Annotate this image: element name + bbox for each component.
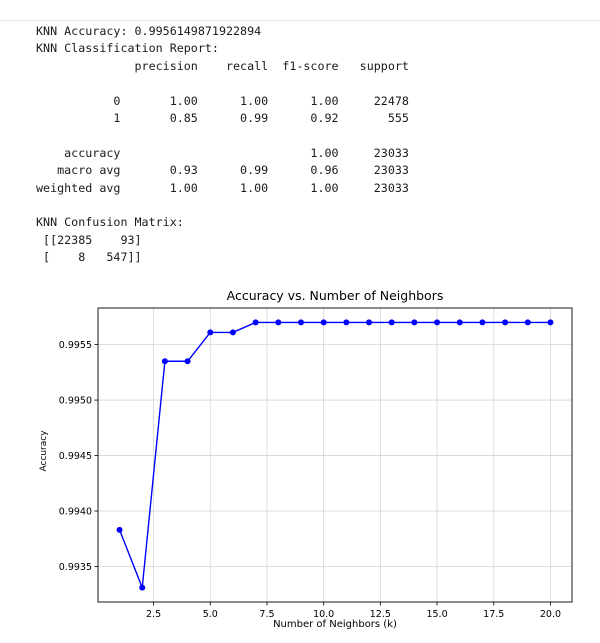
x-tick-label: 10.0 <box>313 609 334 620</box>
data-point <box>411 319 418 326</box>
tick-labels: 2.5 5.0 7.5 10.0 12.5 15.0 17.5 20.0 0.9935 0.994… <box>59 340 561 620</box>
data-point <box>207 329 214 336</box>
data-point <box>502 319 509 326</box>
data-point <box>547 319 554 326</box>
y-tick-label: 0.9940 <box>59 506 92 517</box>
data-point <box>297 319 304 326</box>
x-axis-label: Number of Neighbors (k) <box>273 619 397 630</box>
output-line: accuracy 1.00 23033 <box>36 145 409 160</box>
output-line: macro avg 0.93 0.99 0.96 23033 <box>36 163 409 178</box>
axes <box>97 307 573 603</box>
data-point <box>184 358 191 365</box>
data-point <box>252 319 259 326</box>
output-line: 1 0.85 0.99 0.92 555 <box>36 110 409 125</box>
y-tick-label: 0.9945 <box>59 451 92 462</box>
data-points <box>116 319 554 591</box>
y-tick-label: 0.9935 <box>59 562 92 573</box>
chart-title: Accuracy vs. Number of Neighbors <box>227 288 444 303</box>
y-tick-label: 0.9955 <box>59 340 92 351</box>
data-point <box>366 319 373 326</box>
plot-frame <box>97 307 573 603</box>
output-line <box>36 127 409 144</box>
output-line: KNN Confusion Matrix: <box>36 215 184 230</box>
output-line: [[22385 93] <box>36 232 142 247</box>
series-line-path <box>118 321 551 588</box>
y-axis-label: Accuracy <box>39 430 49 472</box>
data-point <box>275 319 282 326</box>
output-line <box>36 75 409 92</box>
output-line: precision recall f1-score support <box>36 58 409 73</box>
data-point <box>161 358 168 365</box>
x-tick-label: 5.0 <box>203 609 218 620</box>
data-point <box>116 526 123 533</box>
x-tick-label: 12.5 <box>370 609 391 620</box>
output-line <box>36 197 409 214</box>
output-line: [ 8 547]] <box>36 250 142 265</box>
x-tick-label: 7.5 <box>259 609 274 620</box>
data-point <box>343 319 350 326</box>
x-tick-label: 15.0 <box>426 609 447 620</box>
data-point <box>139 584 146 591</box>
data-point <box>320 319 327 326</box>
data-point <box>456 319 463 326</box>
output-line: KNN Classification Report: <box>36 41 219 56</box>
divider <box>0 20 600 21</box>
x-tick-label: 20.0 <box>540 609 561 620</box>
grid-lines <box>98 308 572 602</box>
data-point <box>229 329 236 336</box>
x-tick-label: 2.5 <box>146 609 161 620</box>
series-line <box>118 321 551 588</box>
output-line: weighted avg 1.00 1.00 1.00 23033 <box>36 180 409 195</box>
output-line: KNN Accuracy: 0.9956149871922894 <box>36 24 262 38</box>
data-point <box>479 319 486 326</box>
output-line: 0 1.00 1.00 1.00 22478 <box>36 93 409 108</box>
data-point <box>524 319 531 326</box>
data-point <box>434 319 441 326</box>
y-tick-label: 0.9950 <box>59 395 92 406</box>
text-output: KNN Accuracy: 0.9956149871922894 KNN Clas… <box>36 23 409 266</box>
accuracy-chart: Accuracy vs. Number of Neighbors 2.5 5.0 7… <box>39 288 573 630</box>
x-tick-label: 17.5 <box>483 609 504 620</box>
data-point <box>388 319 395 326</box>
